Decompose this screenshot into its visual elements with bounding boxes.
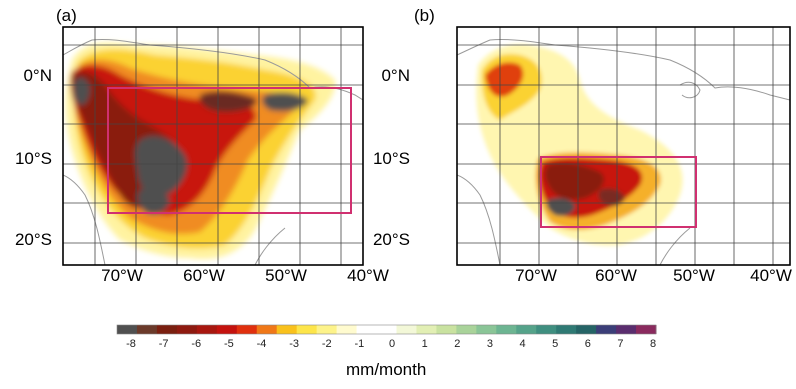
lon-label-50w-a: 50°W [265, 266, 307, 285]
colorbar-swatch [316, 325, 338, 334]
lat-label-20s-b: 20°S [372, 230, 410, 249]
colorbar-swatch [236, 325, 258, 334]
panel-b-frame [456, 26, 791, 266]
colorbar-tick-label: 1 [421, 338, 428, 350]
colorbar-swatch [376, 325, 397, 334]
panel-b-label: (b) [414, 6, 435, 25]
colorbar-tick-label: -5 [223, 338, 234, 350]
colorbar-swatch [256, 325, 278, 334]
colorbar-tick-label: -2 [321, 338, 332, 350]
lon-label-60w-b: 60°W [595, 266, 637, 285]
colorbar-tick-label: 0 [388, 338, 396, 350]
panel-b-analysis-box [540, 156, 697, 228]
lon-label-60w-a: 60°W [183, 266, 225, 285]
lat-label-0n-b: 0°N [381, 66, 410, 85]
colorbar-swatch [516, 325, 537, 334]
colorbar-units-label: mm/month [346, 360, 427, 379]
colorbar-tick-label: 4 [519, 338, 526, 350]
colorbar-swatch [536, 325, 557, 334]
panel-a-label: (a) [56, 6, 77, 25]
colorbar [116, 324, 657, 335]
colorbar-swatch [156, 325, 178, 334]
colorbar-tick-label: -8 [126, 338, 136, 350]
colorbar-swatch [556, 325, 577, 334]
lat-label-10s-a: 10°S [14, 149, 52, 168]
lat-label-20s-a: 20°S [14, 230, 52, 249]
colorbar-tick-label: -7 [158, 338, 169, 350]
colorbar-swatch [596, 325, 617, 334]
colorbar-tick-label: -6 [191, 338, 202, 350]
colorbar-tick-label: -1 [354, 338, 365, 350]
colorbar-swatch [456, 325, 477, 334]
colorbar-swatch [296, 325, 318, 334]
colorbar-tick-label: 2 [454, 338, 461, 350]
colorbar-tick-label: 7 [617, 338, 624, 350]
colorbar-tick-label: -4 [256, 338, 267, 350]
panel-a-analysis-box [107, 87, 352, 214]
colorbar-swatch [356, 325, 378, 334]
colorbar-swatch [276, 325, 298, 334]
colorbar-tick-label: 6 [584, 338, 591, 350]
colorbar-tick-label: 5 [552, 338, 559, 350]
panel-a-grid [63, 27, 363, 265]
panel-b-anomaly-field [476, 44, 683, 246]
lat-label-0n-a: 0°N [23, 66, 52, 85]
colorbar-swatch [196, 325, 218, 334]
lon-label-40w-b: 40°W [750, 266, 792, 285]
colorbar-swatch [136, 325, 158, 334]
colorbar-swatch [576, 325, 597, 334]
colorbar-swatch [396, 325, 417, 334]
colorbar-swatch [636, 325, 657, 334]
lat-label-10s-b: 10°S [372, 149, 410, 168]
colorbar-swatch [416, 325, 437, 334]
colorbar-swatch [117, 325, 138, 334]
panel-b-coastline [457, 38, 790, 265]
colorbar-tick-label: -3 [289, 338, 300, 350]
colorbar-swatch [616, 325, 637, 334]
colorbar-swatch [336, 325, 358, 334]
colorbar-tick-label: 8 [649, 338, 657, 350]
colorbar-swatch [436, 325, 457, 334]
colorbar-swatch [496, 325, 517, 334]
colorbar-frame [116, 324, 657, 335]
panel-b-map [457, 27, 790, 265]
lon-label-70w-b: 70°W [515, 266, 557, 285]
colorbar-tick-label: 3 [486, 338, 493, 350]
lon-label-50w-b: 50°W [673, 266, 715, 285]
lon-label-70w-a: 70°W [101, 266, 143, 285]
colorbar-swatch [176, 325, 198, 334]
panel-a-map [63, 27, 363, 265]
lon-label-40w-a: 40°W [347, 266, 389, 285]
panel-b-grid [457, 27, 790, 265]
panel-a-anomaly-field [65, 42, 336, 260]
colorbar-swatch [476, 325, 497, 334]
colorbar-swatch [216, 325, 238, 334]
panel-a-frame [62, 26, 364, 266]
